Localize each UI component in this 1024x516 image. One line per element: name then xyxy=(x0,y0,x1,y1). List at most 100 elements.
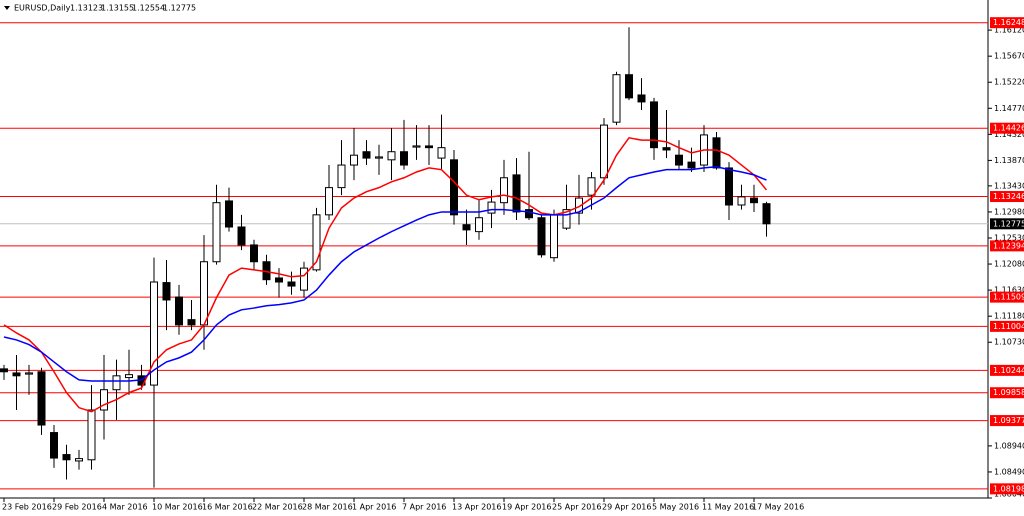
candle-body xyxy=(237,226,246,246)
candle-body xyxy=(312,214,321,271)
level-label-bg xyxy=(990,240,1024,252)
candle-body xyxy=(412,145,421,148)
level-label-bg xyxy=(990,122,1024,134)
candle-body xyxy=(112,375,121,391)
y-tick-label: 1.14770 xyxy=(994,104,1024,113)
y-tick-label: 1.14320 xyxy=(994,130,1024,139)
y-tick-label: 1.08940 xyxy=(994,441,1024,450)
level-label: 1.12394 xyxy=(993,241,1024,250)
candle-body xyxy=(62,454,71,461)
candle-body xyxy=(512,174,521,213)
y-tick-label: 1.13870 xyxy=(994,156,1024,165)
candle-body xyxy=(562,209,571,229)
candle-body xyxy=(387,151,396,161)
y-tick-label: 1.15220 xyxy=(994,78,1024,87)
x-tick-label: 23 Feb 2016 xyxy=(2,503,52,512)
candle-body xyxy=(612,74,621,123)
candle-body xyxy=(462,224,471,231)
candle-body xyxy=(450,159,458,216)
candle-body xyxy=(725,167,733,206)
x-tick-label: 7 Apr 2016 xyxy=(402,503,446,512)
candle-body xyxy=(637,94,646,103)
candle-body xyxy=(737,196,746,206)
chart-title: EURUSD,Daily xyxy=(14,4,71,13)
x-tick-label: 13 Apr 2016 xyxy=(452,503,501,512)
candle-body xyxy=(662,147,671,151)
x-tick-label: 4 Mar 2016 xyxy=(102,503,148,512)
y-tick-label: 1.15670 xyxy=(994,52,1024,61)
level-label-bg xyxy=(990,364,1024,376)
x-tick-label: 25 Apr 2016 xyxy=(552,503,601,512)
candle-body xyxy=(487,201,496,214)
menu-arrow[interactable] xyxy=(4,6,10,10)
x-tick-label: 29 Apr 2016 xyxy=(602,503,651,512)
x-tick-label: 1 Apr 2016 xyxy=(352,503,396,512)
candle-body xyxy=(275,277,283,283)
level-label-bg xyxy=(990,291,1024,303)
level-label: 1.16248 xyxy=(993,18,1024,27)
candle-body xyxy=(337,164,346,189)
level-label-bg xyxy=(990,191,1024,203)
candle-body xyxy=(550,214,558,259)
candle-body xyxy=(12,372,21,377)
header-close: 1.12775 xyxy=(163,4,196,13)
candle-body xyxy=(375,156,383,159)
candle-body xyxy=(650,101,658,149)
header-high: 1.13155 xyxy=(101,4,134,13)
moving-average xyxy=(3,166,767,382)
candle-body xyxy=(300,267,308,291)
candle-body xyxy=(350,154,358,166)
candle-body xyxy=(37,371,46,426)
candle-body xyxy=(362,151,371,159)
level-label-bg xyxy=(990,320,1024,332)
candle-body xyxy=(537,217,546,256)
y-tick-label: 1.12530 xyxy=(994,233,1024,242)
candle-body xyxy=(400,151,408,166)
candle-body xyxy=(687,161,696,169)
candle-body xyxy=(25,372,33,375)
candle-body xyxy=(175,296,183,326)
y-tick-label: 1.16120 xyxy=(994,26,1024,35)
y-tick-label: 1.11630 xyxy=(994,286,1024,295)
x-tick-label: 5 May 2016 xyxy=(652,503,699,512)
candle-body xyxy=(475,217,483,233)
level-label: 1.09858 xyxy=(993,388,1024,397)
candle-body xyxy=(187,319,196,326)
level-label-bg xyxy=(990,483,1024,495)
y-tick-label: 1.08490 xyxy=(994,467,1024,476)
header-open: 1.13123 xyxy=(70,4,103,13)
x-tick-label: 29 Feb 2016 xyxy=(52,503,102,512)
candle-body xyxy=(325,187,333,216)
candle-body xyxy=(500,177,508,204)
candle-body xyxy=(75,458,83,462)
candle-body xyxy=(437,147,446,159)
moving-average xyxy=(3,136,768,413)
candle-body xyxy=(50,432,58,459)
header-low: 1.12554 xyxy=(132,4,165,13)
candle-body xyxy=(712,137,721,169)
candle-body xyxy=(125,374,133,379)
candle-body xyxy=(587,177,596,196)
candle-body xyxy=(600,124,608,179)
candle-body xyxy=(150,281,158,386)
level-label: 1.09377 xyxy=(993,416,1024,425)
y-tick-label: 1.13430 xyxy=(994,181,1024,190)
candle-body xyxy=(675,154,683,166)
level-label-bg xyxy=(990,387,1024,399)
candle-body xyxy=(162,282,171,301)
candle-body xyxy=(100,389,108,411)
x-tick-label: 17 May 2016 xyxy=(752,503,804,512)
candle-body xyxy=(250,244,258,263)
y-tick-label: 1.11180 xyxy=(994,312,1024,321)
y-tick-label: 1.12980 xyxy=(994,207,1024,216)
level-label: 1.13246 xyxy=(993,192,1024,201)
x-tick-label: 19 Apr 2016 xyxy=(502,503,551,512)
level-label: 1.11004 xyxy=(993,322,1024,331)
level-label-bg xyxy=(990,17,1024,29)
x-tick-label: 28 Mar 2016 xyxy=(302,503,353,512)
candle-body xyxy=(425,145,433,149)
current-price-bg xyxy=(990,218,1024,230)
level-label: 1.10244 xyxy=(993,366,1024,375)
current-price-label: 1.12775 xyxy=(993,219,1024,228)
